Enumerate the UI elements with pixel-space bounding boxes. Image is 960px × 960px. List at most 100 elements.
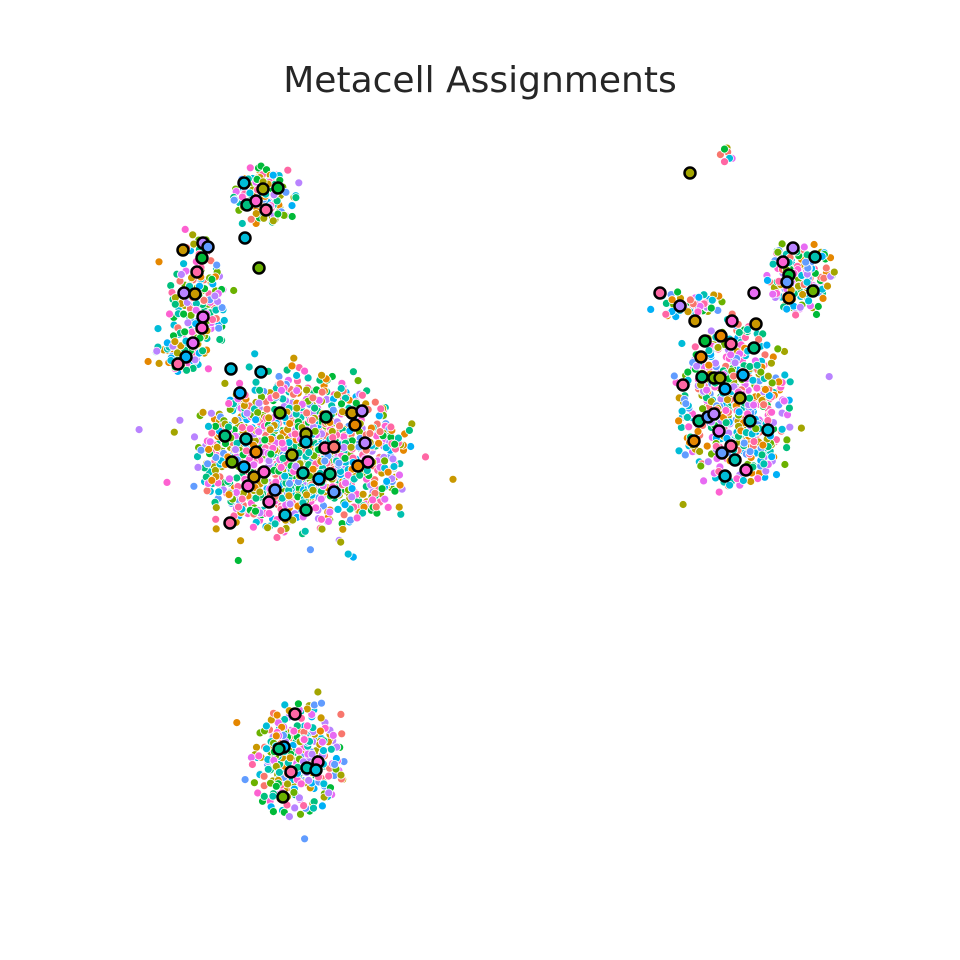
chart-title: Metacell Assignments xyxy=(283,60,677,101)
cell-point xyxy=(248,522,258,532)
cell-point xyxy=(276,526,286,535)
cell-point xyxy=(348,367,358,377)
metacell-point xyxy=(233,386,247,400)
metacell-point xyxy=(358,436,372,450)
cell-point xyxy=(812,310,821,319)
cell-point xyxy=(693,426,703,436)
metacell-point xyxy=(312,472,326,486)
cell-point xyxy=(316,514,326,524)
cell-point xyxy=(317,370,327,380)
cell-point xyxy=(311,503,321,513)
cell-point xyxy=(707,295,717,305)
cell-point xyxy=(743,325,752,335)
cell-point xyxy=(236,536,246,546)
cell-point xyxy=(302,490,312,500)
metacell-point xyxy=(712,424,726,438)
cell-point xyxy=(182,365,192,375)
cell-point xyxy=(767,358,776,368)
cell-point xyxy=(287,361,297,371)
cell-point xyxy=(309,700,319,710)
cell-point xyxy=(277,385,286,395)
cell-point xyxy=(244,362,254,372)
metacell-point xyxy=(196,310,210,324)
metacell-point xyxy=(237,176,251,190)
cell-point xyxy=(247,760,257,769)
cell-point xyxy=(152,346,162,356)
cell-point xyxy=(212,442,222,452)
cell-point xyxy=(291,193,301,203)
cell-point xyxy=(782,304,792,314)
cell-point xyxy=(365,429,375,438)
cell-point xyxy=(203,364,213,374)
cell-point xyxy=(338,524,348,534)
cell-point xyxy=(210,291,220,301)
cell-point xyxy=(285,419,295,429)
cell-point xyxy=(677,339,687,348)
cell-point xyxy=(726,350,736,360)
cell-point xyxy=(369,479,379,489)
metacell-point xyxy=(259,203,273,217)
cell-point xyxy=(262,744,271,754)
cell-point xyxy=(290,429,300,439)
cell-point xyxy=(324,771,334,781)
cell-point xyxy=(199,295,209,305)
cell-point xyxy=(219,316,229,325)
cell-point xyxy=(280,471,290,481)
cell-point xyxy=(259,771,269,781)
cell-point xyxy=(198,346,208,356)
cell-point xyxy=(799,242,809,252)
cell-point xyxy=(683,367,693,377)
cell-point xyxy=(290,803,300,813)
cell-point xyxy=(211,524,221,534)
cell-point xyxy=(252,742,261,752)
cell-point xyxy=(272,533,282,542)
cell-point xyxy=(170,337,180,347)
cell-point xyxy=(720,144,729,154)
cell-point xyxy=(767,378,777,388)
cell-point xyxy=(375,427,385,437)
cell-point xyxy=(170,299,180,309)
cell-point xyxy=(251,415,261,425)
cell-point xyxy=(294,178,304,188)
cell-point xyxy=(289,353,299,363)
cell-point xyxy=(215,335,225,344)
cell-point xyxy=(255,487,265,497)
cell-point xyxy=(319,779,329,789)
metacell-point xyxy=(323,467,337,481)
cell-point xyxy=(263,764,273,774)
cell-point xyxy=(317,801,327,811)
cell-point xyxy=(785,422,795,432)
metacell-point xyxy=(201,240,215,254)
cell-point xyxy=(305,545,315,555)
metacell-point xyxy=(733,391,747,405)
metacell-point xyxy=(190,265,204,279)
cell-point xyxy=(289,726,299,736)
metacell-point xyxy=(698,334,712,348)
cell-point xyxy=(190,432,199,442)
metacell-point xyxy=(237,460,251,474)
cell-point xyxy=(154,358,164,368)
metacell-point xyxy=(694,350,708,364)
cell-point xyxy=(745,447,755,457)
cell-point xyxy=(324,788,334,798)
cell-point xyxy=(823,281,832,291)
metacell-point xyxy=(186,336,200,350)
cell-point xyxy=(338,407,347,417)
cell-point xyxy=(308,393,318,403)
metacell-point xyxy=(718,469,732,483)
metacell-point xyxy=(355,404,369,418)
metacell-point xyxy=(743,414,757,428)
cell-point xyxy=(315,726,325,736)
cell-point xyxy=(245,188,255,198)
cell-point xyxy=(235,378,245,388)
metacell-point xyxy=(268,483,282,497)
cell-point xyxy=(308,485,318,495)
cell-point xyxy=(380,456,390,466)
metacell-point xyxy=(249,194,263,208)
cell-point xyxy=(684,422,694,432)
cell-point xyxy=(225,474,234,484)
cell-point xyxy=(212,260,222,270)
cell-point xyxy=(761,385,770,394)
cell-point xyxy=(206,408,216,418)
cell-point xyxy=(280,700,290,710)
